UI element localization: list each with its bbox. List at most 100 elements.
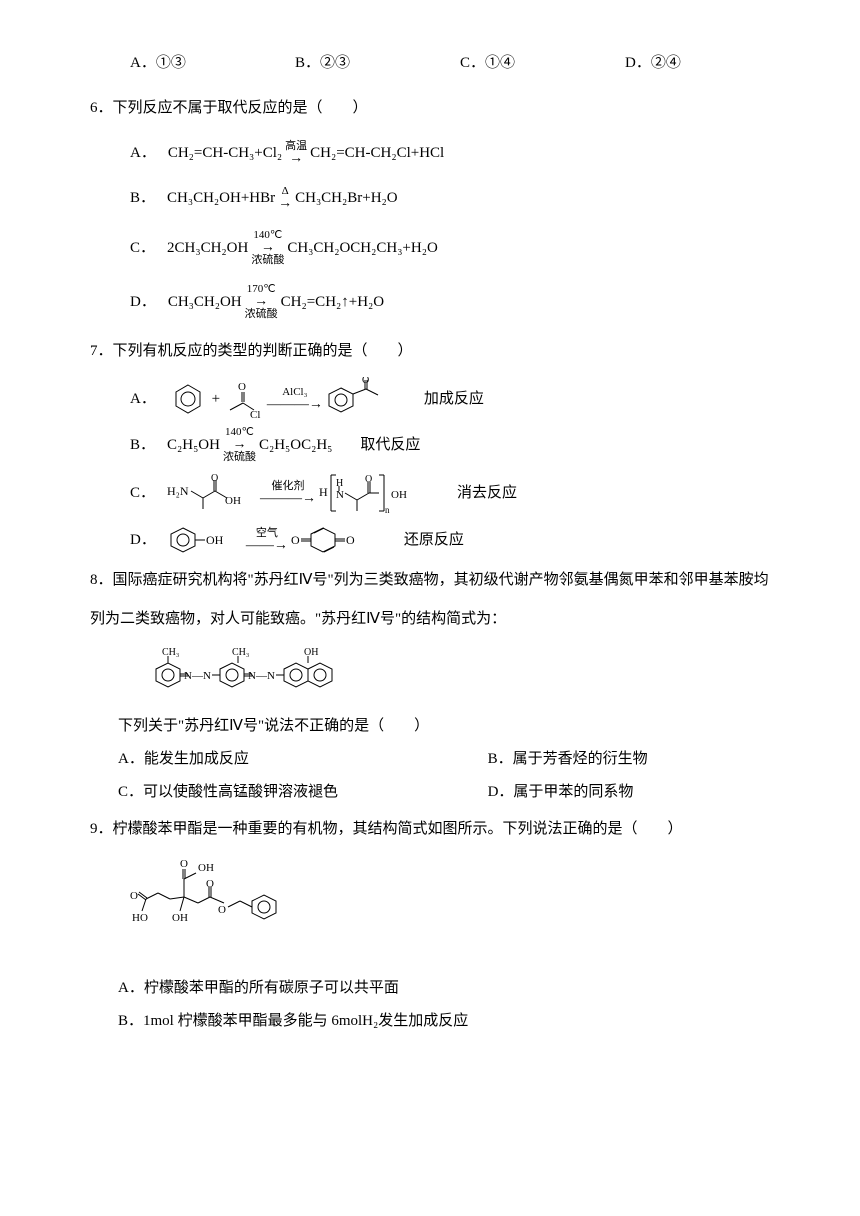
q8-option-d: D．属于甲苯的同系物 [488, 779, 634, 806]
svg-text:CH₃: CH₃ [232, 647, 249, 658]
arrow-icon: ———→ [260, 492, 316, 506]
q7-stem: 7．下列有机反应的类型的判断正确的是（ ） [90, 338, 790, 365]
polypeptide-icon: HHN OnOH [319, 469, 429, 517]
q9-option-a: A．柠檬酸苯甲酯的所有碳原子可以共平面 [90, 975, 790, 1002]
reactant: CH₃CH₂OH [168, 289, 242, 316]
opt-text: ①③ [156, 55, 186, 71]
alanine-icon: H₂NOOH [167, 471, 257, 515]
opt-text: ②③ [320, 55, 350, 71]
arrow-icon: ——→ [246, 539, 288, 553]
reaction-type: 消去反应 [457, 480, 517, 507]
arrow-condition-bot: 浓硫酸 [251, 255, 284, 266]
q8-row1: A．能发生加成反应 B．属于芳香烃的衍生物 [90, 746, 790, 773]
option-d: D．②④ [625, 50, 790, 77]
opt-label: C． [460, 55, 485, 71]
opt-label: A． [130, 386, 156, 413]
svg-text:OH: OH [172, 912, 188, 924]
svg-text:OH: OH [304, 647, 318, 658]
svg-text:H: H [319, 485, 328, 499]
phenol-icon: OH [168, 523, 243, 557]
svg-text:O: O [180, 858, 188, 870]
q5-options: A．①③ B．②③ C．①④ D．②④ [90, 50, 790, 77]
svg-text:O: O [218, 904, 226, 916]
arrow-icon: ———→ [267, 398, 323, 412]
q7-option-c: C． H₂NOOH 催化剂 ———→ HHNOnOH 消去反应 [90, 469, 790, 517]
svg-text:N—N: N—N [248, 670, 275, 682]
opt-label: A． [130, 140, 156, 167]
reactant: C₂H₅OH [167, 432, 220, 459]
q9-option-b: B．1mol 柠檬酸苯甲酯最多能与 6molH₂发生加成反应 [90, 1008, 790, 1035]
q6-option-b: B． CH₃CH₂OH+HBr Δ → CH₃CH₂Br+H₂O [90, 185, 790, 212]
svg-text:H: H [336, 478, 343, 489]
svg-text:OH: OH [198, 862, 214, 874]
product: CH₃CH₂OCH₂CH₃+H₂O [287, 235, 437, 262]
q8-stem-line1: 8．国际癌症研究机构将"苏丹红Ⅳ号"列为三类致癌物，其初级代谢产物邻氨基偶氮甲苯… [90, 567, 790, 594]
acetophenone-icon: O [326, 377, 396, 421]
reaction-arrow: 140℃ → 浓硫酸 [251, 230, 284, 266]
svg-text:O: O [346, 533, 355, 547]
svg-text:OH: OH [225, 495, 241, 507]
product: C₂H₅OC₂H₅ [259, 432, 332, 459]
quinone-icon: OO [291, 523, 376, 557]
product: CH₂=CH₂↑+H₂O [281, 289, 384, 316]
arrow-condition: 催化剂 [272, 481, 305, 492]
q7-option-a: A． + OCl AlCl₃ ———→ O 加成反应 [90, 377, 790, 421]
arrow-icon: → [261, 241, 275, 255]
opt-text: ①④ [485, 55, 515, 71]
reaction-arrow: 空气 ——→ [246, 528, 288, 553]
q7-option-b: B． C₂H₅OH 140℃ → 浓硫酸 C₂H₅OC₂H₅ 取代反应 [90, 427, 790, 463]
reaction-arrow: 催化剂 ———→ [260, 481, 316, 506]
svg-text:O: O [362, 377, 369, 386]
reaction-arrow: Δ → [278, 186, 292, 211]
reaction-arrow: 170℃ → 浓硫酸 [245, 284, 278, 320]
svg-text:OH: OH [206, 533, 224, 547]
opt-label: D． [130, 527, 156, 554]
q6-stem: 6．下列反应不属于取代反应的是（ ） [90, 95, 790, 122]
q8-substem: 下列关于"苏丹红Ⅳ号"说法不正确的是（ ） [90, 713, 790, 740]
svg-text:N—N: N—N [184, 670, 211, 682]
q8-option-a: A．能发生加成反应 [118, 746, 488, 773]
arrow-icon: → [232, 438, 246, 452]
option-c: C．①④ [460, 50, 625, 77]
q7-option-d: D． OH 空气 ——→ OO 还原反应 [90, 523, 790, 557]
q8-row2: C．可以使酸性高锰酸钾溶液褪色 D．属于甲苯的同系物 [90, 779, 790, 806]
sudan-red-icon: CH₃ N—N CH₃ N—N OH [130, 643, 370, 703]
q9-structure: OOH O O O HO OH [90, 855, 790, 965]
reactant: 2CH₃CH₂OH [167, 235, 248, 262]
reaction-arrow: 高温 → [285, 141, 307, 166]
svg-text:OH: OH [391, 489, 407, 501]
reaction-type: 还原反应 [404, 527, 464, 554]
q8-structure: CH₃ N—N CH₃ N—N OH [90, 643, 790, 703]
svg-text:HO: HO [132, 912, 148, 924]
svg-text:O: O [238, 381, 246, 393]
q6-option-c: C． 2CH₃CH₂OH 140℃ → 浓硫酸 CH₃CH₂OCH₂CH₃+H₂… [90, 230, 790, 266]
opt-label: C． [130, 480, 155, 507]
citrate-benzyl-icon: OOH O O O HO OH [130, 855, 330, 965]
reaction-type: 取代反应 [360, 432, 420, 459]
q6-option-a: A． CH₂=CH-CH₃+Cl₂ 高温 → CH₂=CH-CH₂Cl+HCl [90, 140, 790, 167]
svg-text:CH₃: CH₃ [162, 647, 179, 658]
opt-label: D． [625, 55, 651, 71]
reaction-arrow: 140℃ → 浓硫酸 [223, 427, 256, 463]
reactant: CH₂=CH-CH₃+Cl₂ [168, 140, 282, 167]
arrow-icon: → [278, 197, 292, 211]
plus-icon: + [208, 386, 224, 413]
arrow-icon: → [289, 152, 303, 166]
svg-text:O: O [206, 878, 214, 890]
opt-label: D． [130, 289, 156, 316]
svg-text:O: O [291, 533, 300, 547]
svg-text:n: n [385, 505, 390, 515]
svg-text:Cl: Cl [250, 409, 260, 420]
opt-label: A． [130, 55, 156, 71]
product: CH₂=CH-CH₂Cl+HCl [310, 140, 444, 167]
reactant: CH₃CH₂OH+HBr [167, 185, 275, 212]
svg-text:O: O [365, 474, 372, 485]
product: CH₃CH₂Br+H₂O [295, 185, 398, 212]
svg-text:H₂N: H₂N [167, 484, 189, 498]
svg-text:N: N [336, 489, 344, 501]
arrow-icon: → [254, 295, 268, 309]
reaction-arrow: AlCl₃ ———→ [267, 387, 323, 412]
opt-label: B． [130, 185, 155, 212]
arrow-condition: AlCl₃ [282, 387, 307, 398]
opt-text: ②④ [651, 55, 681, 71]
